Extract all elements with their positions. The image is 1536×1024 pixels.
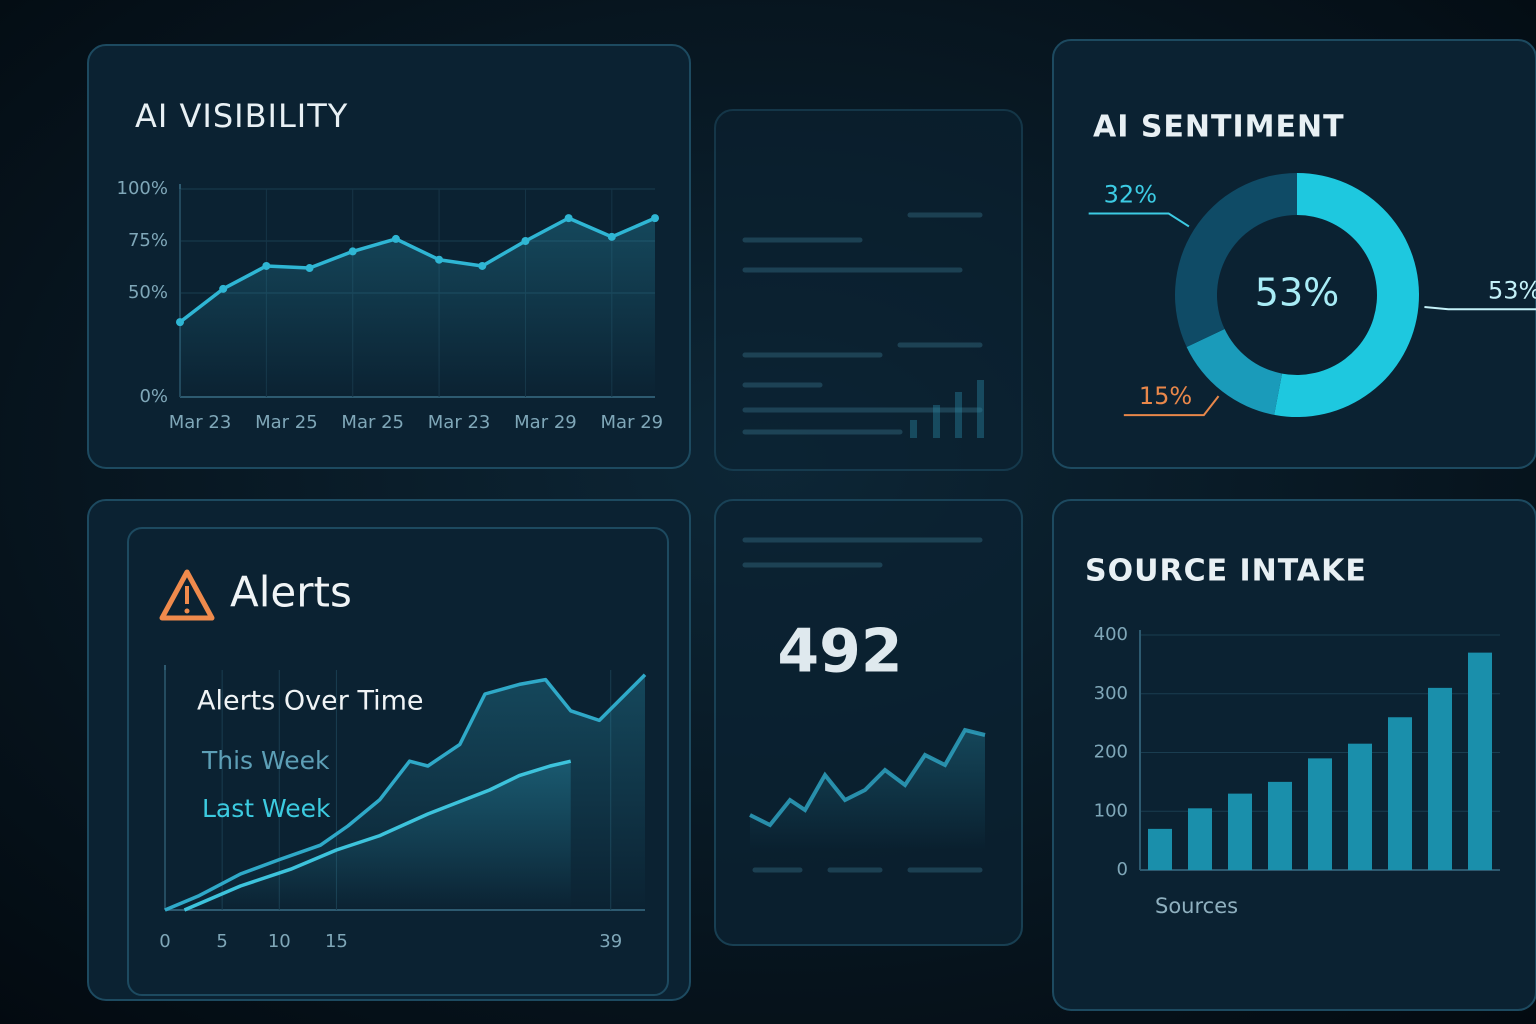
panel-blurred [714,109,1023,471]
x-tick-label: Mar 23 [169,412,232,433]
bar [1188,808,1212,870]
y-tick-label: 75% [128,230,168,251]
point [564,214,573,223]
legend-label: This Week [201,746,330,775]
sparkline [749,727,986,828]
kpi-value: 492 [777,617,902,687]
x-tick-label: 15 [325,931,348,952]
y-tick-label: 300 [1094,683,1128,704]
y-tick-label: 100% [117,178,168,199]
warning-icon [159,569,215,621]
x-tick-label: 10 [268,931,291,952]
donut-segment [1186,329,1283,415]
point [435,255,444,264]
leader-line [1123,395,1220,417]
donut-center-label: 53% [1255,271,1339,315]
point [348,247,357,256]
leader-line [1424,306,1536,311]
chart-subtitle: Alerts Over Time [197,686,424,717]
point [262,261,271,270]
x-tick-label: 39 [599,931,622,952]
line [164,673,647,912]
point [219,284,228,293]
bar [1228,793,1252,870]
point [478,261,487,270]
bar [1348,743,1372,870]
data-label: 15% [1139,382,1192,410]
chart-title: AI SENTIMENT [1093,110,1345,145]
donut-segment [1274,173,1420,418]
chart-title: Alerts [230,568,352,617]
x-tick-label: Mar 25 [341,412,404,433]
bar [1468,652,1492,870]
point [176,318,184,327]
donut-segment [1175,173,1297,347]
point [391,234,400,243]
y-tick-label: 0 [1117,859,1128,880]
bar [1268,781,1292,870]
x-tick-label: 0 [159,931,170,952]
x-tick-label: Mar 23 [428,412,491,433]
y-tick-label: 100 [1094,800,1128,821]
x-tick-label: 5 [216,931,227,952]
bar [1428,687,1452,870]
x-tick-label: Mar 25 [255,412,318,433]
point [607,232,616,241]
point [305,264,314,273]
legend-label: Last Week [202,794,331,823]
chart-title: SOURCE INTAKE [1085,554,1367,589]
leader-line [1088,212,1190,228]
bar [1148,828,1172,870]
x-tick-label: Mar 29 [514,412,577,433]
point [521,237,530,245]
y-tick-label: 200 [1094,742,1128,763]
x-axis-label: Sources [1155,894,1238,918]
line-area [180,218,655,397]
panel-source [1052,499,1536,1011]
y-tick-label: 50% [128,282,168,303]
data-label: 32% [1104,181,1157,209]
blurred-lines [742,212,983,873]
data-label: 53% [1488,276,1536,304]
line [178,216,656,324]
y-tick-label: 400 [1094,624,1128,645]
bar [1308,758,1332,870]
blurred-bars [910,380,984,438]
x-tick-label: Mar 29 [601,412,664,433]
chart-title: AI VISIBILITY [135,97,348,135]
bar [1388,717,1412,870]
line [183,759,572,912]
point [651,214,659,223]
y-tick-label: 0% [139,386,168,407]
panel-sentiment [1052,39,1536,469]
